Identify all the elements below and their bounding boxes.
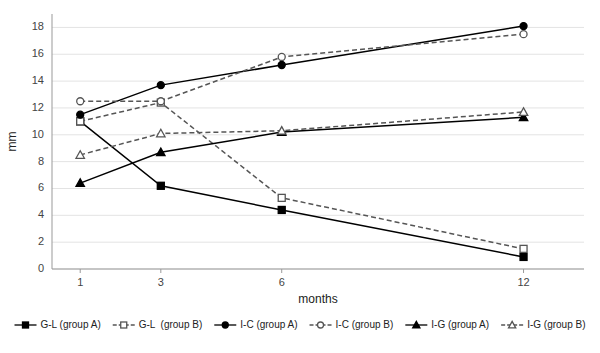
point	[157, 182, 164, 189]
series-line	[80, 112, 523, 155]
point	[77, 111, 84, 118]
y-tick-label: 14	[32, 74, 44, 86]
series-line	[80, 34, 523, 101]
x-tick-label: 12	[517, 276, 529, 288]
x-tick-label: 6	[279, 276, 285, 288]
series-line	[80, 117, 523, 183]
point	[278, 206, 285, 213]
legend-item: G-L (group B)	[113, 319, 203, 330]
point	[520, 253, 527, 260]
grid-line	[52, 54, 584, 55]
grid-line	[52, 27, 584, 28]
legend-label: G-L (group B)	[139, 319, 203, 330]
point	[278, 127, 286, 135]
legend-marker	[23, 322, 29, 328]
x-tick	[523, 269, 524, 273]
legend-label: I-C (group A)	[240, 319, 297, 330]
y-tick-label: 18	[32, 20, 44, 32]
y-tick-label: 4	[38, 208, 44, 220]
x-tick	[80, 269, 81, 273]
legend-item: I-C (group A)	[214, 319, 297, 330]
y-tick-label: 10	[32, 128, 44, 140]
legend-item: I-C (group B)	[310, 319, 394, 330]
point	[77, 98, 84, 105]
chart: 0 2 4 6 8 10 12 14 16 18 1 3 6 12 months mm G-L (group A…	[0, 0, 600, 353]
point	[519, 108, 527, 116]
point	[77, 118, 84, 125]
y-axis	[52, 14, 53, 269]
x-axis-label: months	[298, 292, 337, 306]
x-tick	[160, 269, 161, 273]
grid-line	[52, 242, 584, 243]
point	[278, 194, 285, 201]
point	[76, 179, 84, 187]
grid-line	[52, 134, 584, 135]
x-tick-label: 1	[77, 276, 83, 288]
x-axis	[52, 269, 584, 270]
legend-marker	[222, 322, 228, 328]
background	[0, 0, 600, 353]
grid-line	[52, 215, 584, 216]
legend-label: I-G (group B)	[527, 319, 585, 330]
point	[157, 98, 164, 105]
legend-label: I-G (group A)	[431, 319, 489, 330]
x-tick-label: 3	[158, 276, 164, 288]
point	[520, 23, 527, 30]
y-tick-label: 16	[32, 47, 44, 59]
point	[157, 148, 165, 156]
grid-line	[52, 107, 584, 108]
grid	[52, 27, 584, 269]
series-line	[80, 121, 523, 257]
point	[157, 82, 164, 89]
y-tick-label: 2	[38, 235, 44, 247]
legend-item: I-G (group B)	[501, 319, 585, 330]
grid-line	[52, 81, 584, 82]
series-line	[80, 26, 523, 115]
point	[76, 151, 84, 159]
series-line	[80, 103, 523, 249]
legend: G-L (group A) G-L (group B) I-C (group A) I…	[15, 319, 586, 330]
grid-line	[52, 188, 584, 189]
point	[520, 245, 527, 252]
y-tick-label: 0	[38, 262, 44, 274]
legend-marker	[318, 322, 324, 328]
point	[520, 31, 527, 38]
point	[77, 118, 84, 125]
grid-line	[52, 269, 584, 270]
legend-marker	[509, 321, 516, 327]
legend-item: I-G (group A)	[405, 319, 489, 330]
y-tick-label: 8	[38, 155, 44, 167]
point	[278, 62, 285, 69]
y-axis-label: mm	[5, 132, 19, 152]
plot-area	[76, 23, 528, 261]
legend-marker	[121, 322, 127, 328]
y-tick-label: 6	[38, 181, 44, 193]
y-tick-label: 12	[32, 101, 44, 113]
legend-marker	[413, 321, 420, 327]
x-tick	[281, 269, 282, 273]
point	[157, 129, 165, 137]
legend-label: G-L (group A)	[41, 319, 101, 330]
legend-item: G-L (group A)	[15, 319, 101, 330]
point	[278, 53, 285, 60]
legend-label: I-C (group B)	[336, 319, 394, 330]
